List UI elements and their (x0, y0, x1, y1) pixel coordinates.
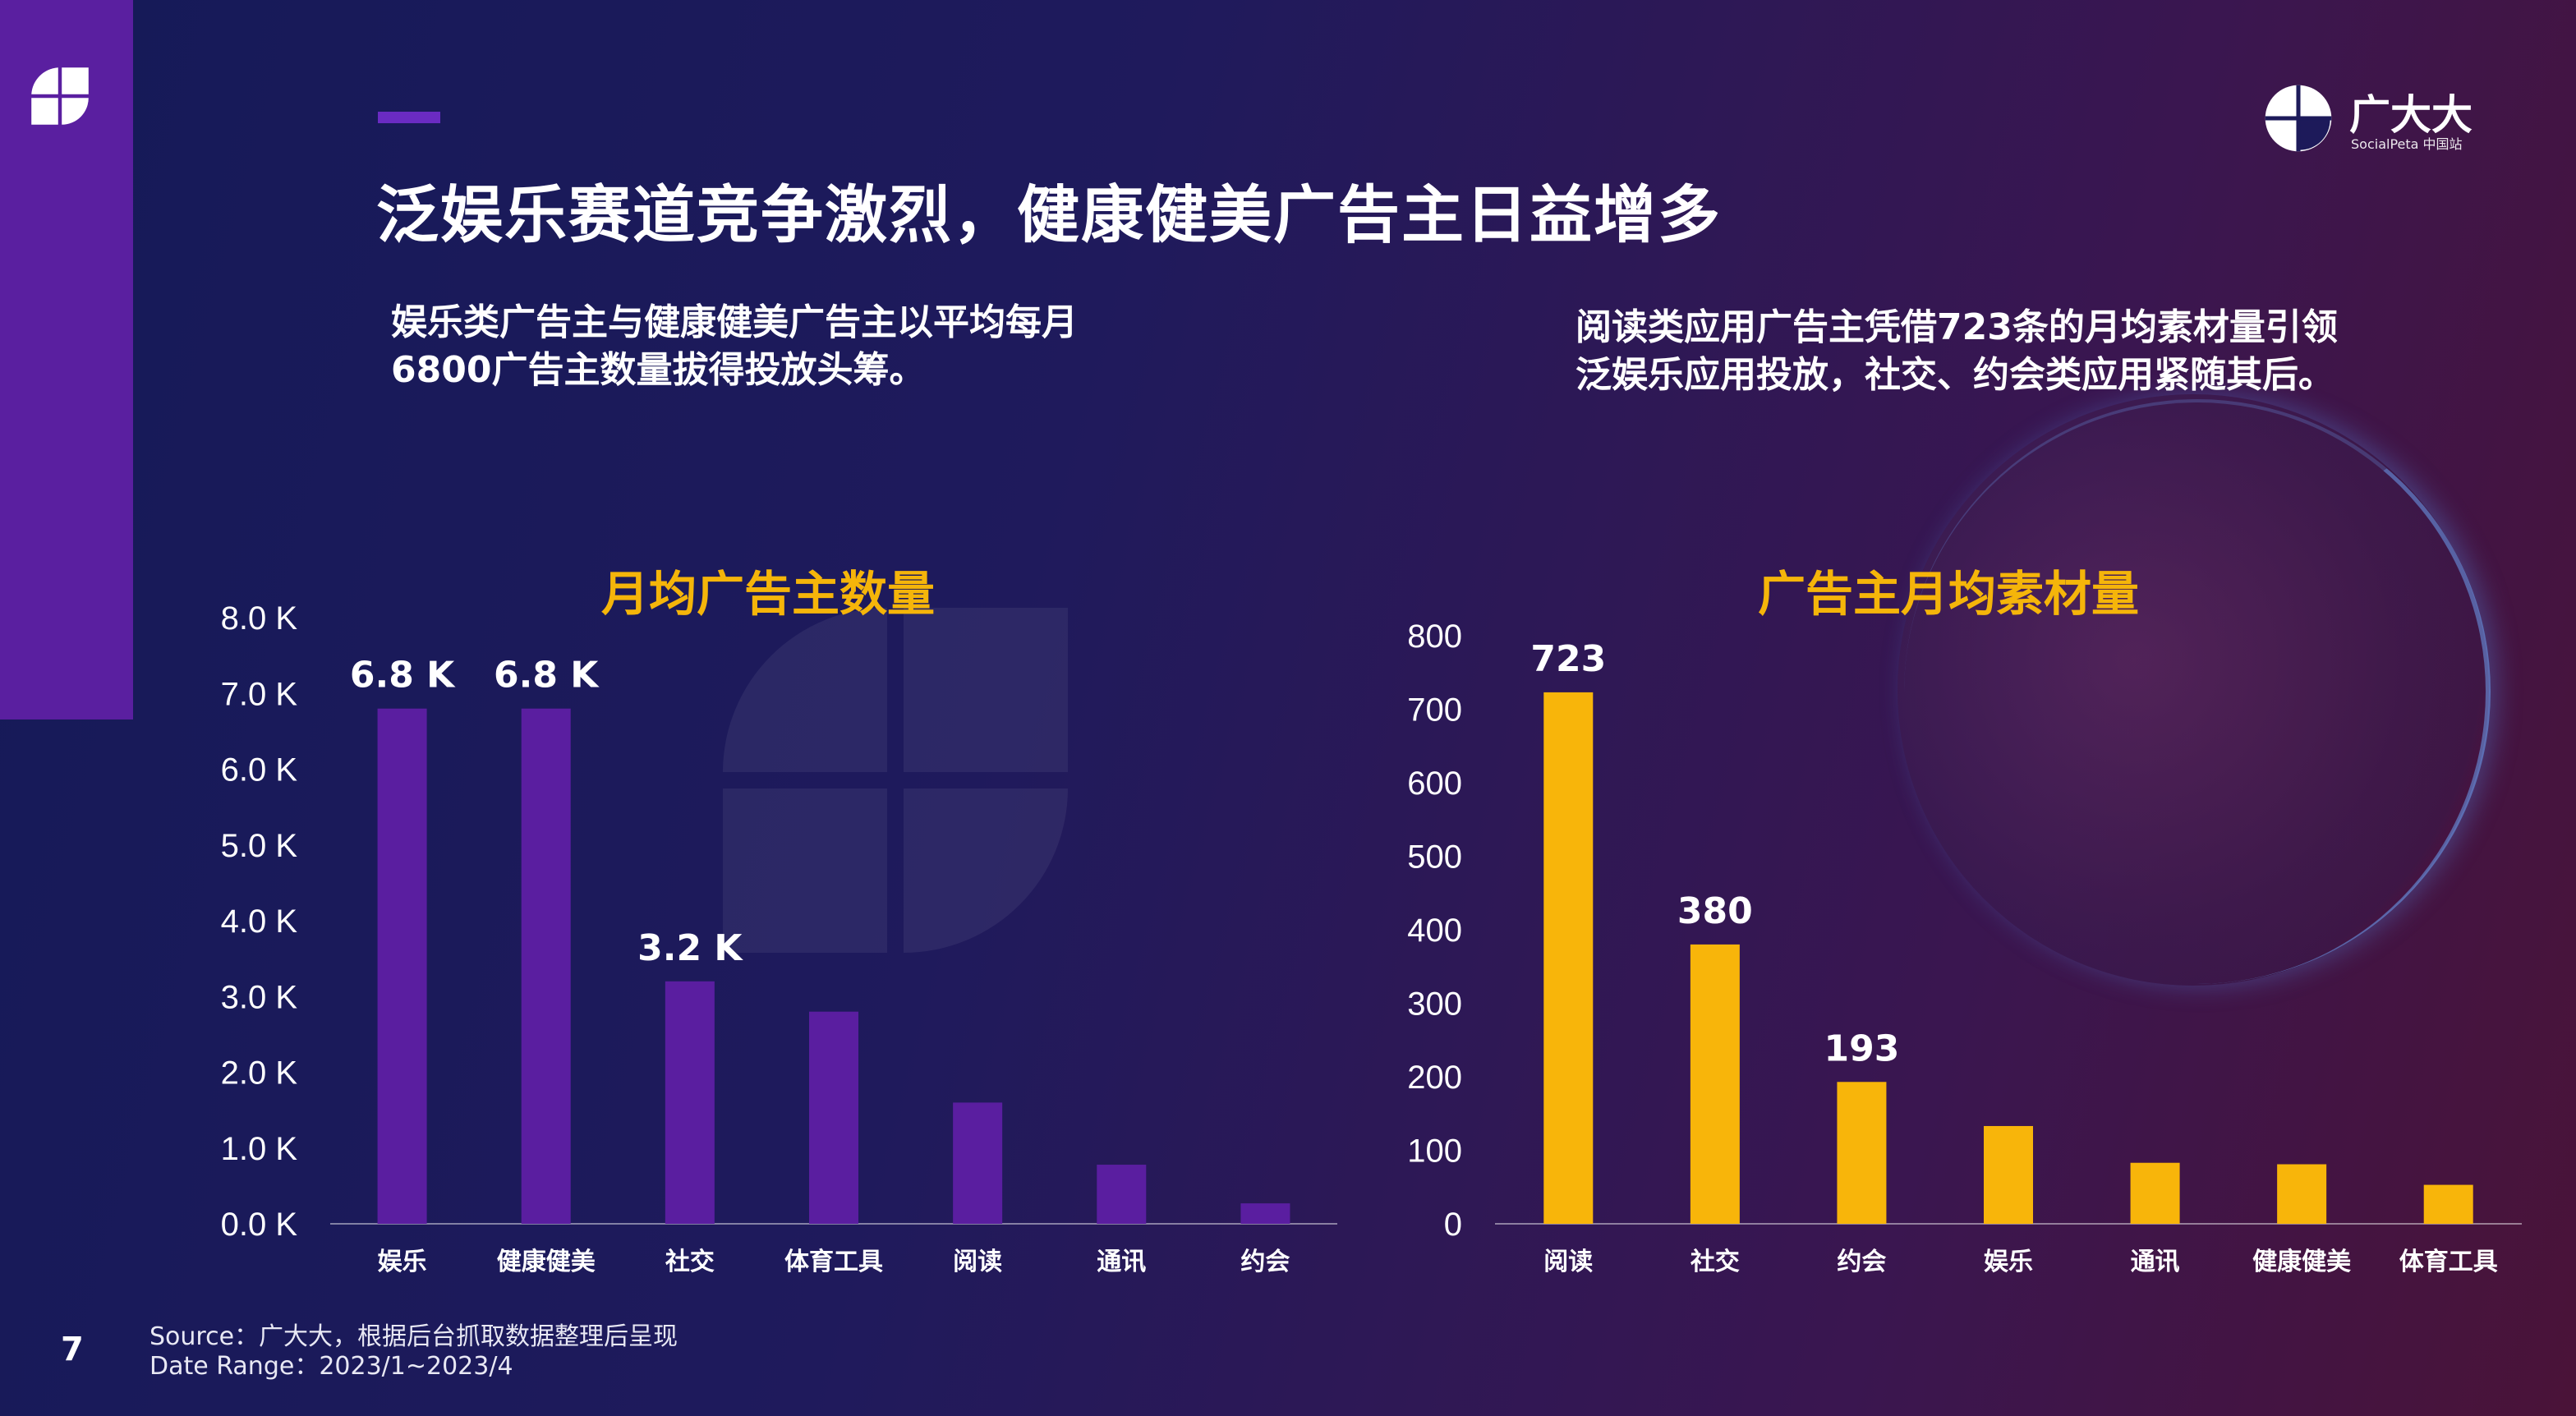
y-tick-label: 8.0 K (221, 600, 298, 637)
chart-bar (2277, 1164, 2327, 1224)
chart-bar (1984, 1125, 2033, 1224)
data-label: 380 (1677, 890, 1753, 932)
chart-bar (1097, 1165, 1147, 1224)
y-tick-label: 400 (1407, 913, 1462, 949)
chart-bar (1240, 1203, 1290, 1224)
x-tick-label: 通讯 (1097, 1248, 1146, 1276)
x-tick-label: 娱乐 (1984, 1248, 2033, 1276)
footer-source: Source：广大大，根据后台抓取数据整理后呈现 Date Range：2023… (150, 1322, 678, 1382)
brand-subtitle: SocialPeta 中国站 (2351, 136, 2463, 152)
x-tick-label: 体育工具 (784, 1248, 883, 1276)
y-tick-label: 700 (1407, 692, 1462, 729)
chart-bar (2130, 1162, 2180, 1224)
y-tick-label: 300 (1407, 986, 1462, 1023)
x-tick-label: 阅读 (1543, 1248, 1593, 1276)
chart-bar (665, 981, 715, 1224)
y-tick-label: 6.0 K (221, 752, 298, 788)
chart-bar (2423, 1184, 2473, 1224)
x-tick-label: 社交 (665, 1248, 715, 1276)
data-label: 6.8 K (494, 655, 600, 697)
x-tick-label: 约会 (1240, 1248, 1290, 1276)
chart-bar (1690, 944, 1740, 1224)
chart-title-creatives: 广告主月均素材量 (1758, 566, 2140, 622)
y-tick-label: 0.0 K (221, 1207, 298, 1243)
data-label: 723 (1530, 638, 1606, 680)
y-tick-label: 1.0 K (221, 1131, 298, 1167)
brand-name: 广大大 (2349, 91, 2472, 139)
x-tick-label: 社交 (1690, 1248, 1740, 1276)
chart-bar (1543, 692, 1594, 1224)
globe-rim (1904, 399, 2491, 984)
y-tick-label: 7.0 K (221, 676, 298, 712)
chart-bar (377, 708, 427, 1224)
y-tick-label: 200 (1407, 1060, 1462, 1096)
x-tick-label: 健康健美 (497, 1248, 596, 1276)
page-title: 泛娱乐赛道竞争激烈，健康健美广告主日益增多 (376, 178, 1722, 251)
y-tick-label: 500 (1407, 839, 1462, 876)
x-tick-label: 阅读 (953, 1248, 1002, 1276)
y-tick-label: 0 (1444, 1207, 1462, 1243)
page-number: 7 (61, 1331, 84, 1368)
chart-bar (521, 708, 571, 1224)
y-tick-label: 5.0 K (221, 828, 298, 864)
y-tick-label: 2.0 K (221, 1055, 298, 1092)
chart-title-advertisers: 月均广告主数量 (601, 566, 936, 622)
data-label: 6.8 K (350, 655, 456, 697)
y-tick-label: 100 (1407, 1133, 1462, 1170)
title-accent-bar (378, 112, 440, 123)
brand-mark-icon (2265, 85, 2332, 152)
watermark-logo (723, 608, 1068, 953)
y-tick-label: 600 (1407, 765, 1462, 802)
x-tick-label: 通讯 (2131, 1248, 2180, 1276)
summary-left: 娱乐类广告主与健康健美广告主以平均每月6800广告主数量拔得投放头筹。 (391, 301, 1078, 391)
data-label: 3.2 K (637, 927, 743, 969)
x-tick-label: 体育工具 (2399, 1248, 2498, 1276)
data-label: 193 (1824, 1028, 1899, 1069)
chart-bar (1837, 1082, 1887, 1224)
summary-right: 阅读类应用广告主凭借723条的月均素材量引领泛娱乐应用投放，社交、约会类应用紧随… (1576, 306, 2338, 396)
y-tick-label: 800 (1407, 618, 1462, 655)
y-tick-label: 4.0 K (221, 903, 298, 940)
brand-logo-icon (31, 67, 89, 125)
x-tick-label: 娱乐 (378, 1248, 427, 1276)
source-text: Source：广大大，根据后台抓取数据整理后呈现 (150, 1322, 678, 1351)
date-range-text: Date Range：2023/1~2023/4 (150, 1352, 513, 1381)
x-tick-label: 约会 (1837, 1248, 1886, 1276)
y-tick-label: 3.0 K (221, 979, 298, 1015)
x-tick-label: 健康健美 (2252, 1248, 2351, 1276)
brand-logo: 广大大 SocialPeta 中国站 (2264, 82, 2477, 156)
chart-bar (953, 1102, 1003, 1224)
chart-bar (809, 1011, 858, 1224)
